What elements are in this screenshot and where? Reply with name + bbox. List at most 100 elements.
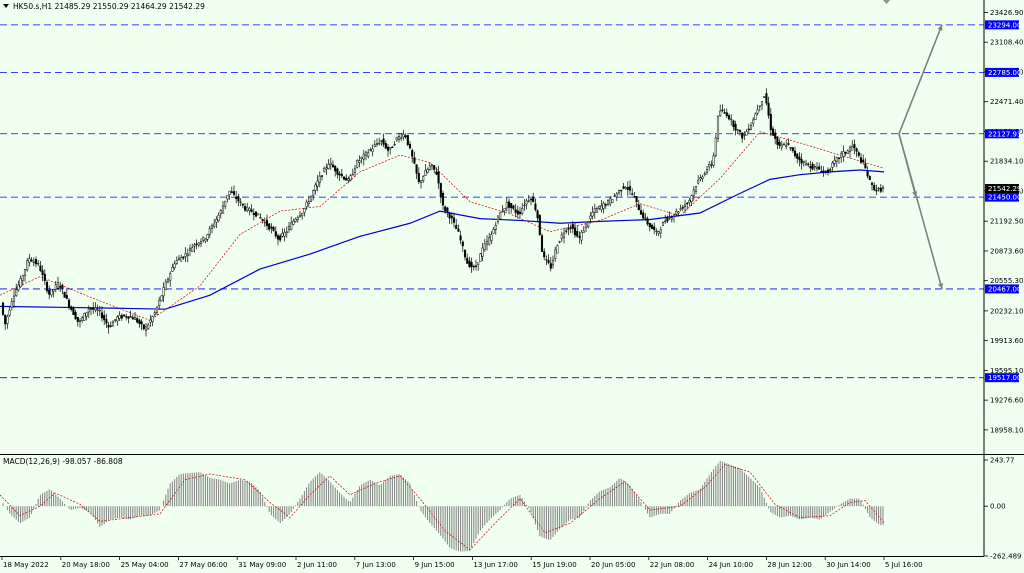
candle-body [793, 150, 797, 157]
candle-body [813, 166, 816, 168]
candle-body [842, 151, 845, 157]
candle-body [657, 231, 660, 234]
candle-body [215, 219, 218, 223]
candle-body [697, 180, 700, 184]
candle-body [868, 176, 871, 180]
projection-arrows [898, 24, 944, 290]
candle-body [798, 156, 801, 161]
candle-body [197, 242, 200, 246]
candle-body [232, 191, 236, 195]
candle-body [747, 128, 750, 131]
candle-body [870, 182, 874, 185]
candle-body [644, 217, 647, 219]
candle-body [6, 316, 9, 324]
candle-body [681, 206, 684, 209]
macd-signal-line [0, 464, 885, 551]
candle-body [692, 189, 695, 196]
candle-body [741, 132, 744, 139]
candle-body [633, 196, 636, 198]
candle-body [481, 247, 484, 257]
candle-body [279, 235, 282, 241]
level-tag-bg [985, 373, 1019, 383]
candle-body [265, 220, 269, 226]
candle-body [690, 195, 693, 202]
candle-body [237, 196, 240, 202]
candle-body [30, 259, 33, 262]
candle-body [837, 157, 841, 159]
candle-body [708, 164, 711, 168]
candle-body [686, 202, 689, 205]
y-tick-label: 21192.50 [990, 218, 1023, 226]
candle-body [338, 173, 341, 176]
ma-long-line [0, 169, 885, 310]
candle-body [224, 200, 227, 207]
candle-body [334, 165, 337, 172]
candle-body [314, 184, 317, 191]
candle-body [661, 221, 665, 226]
candle-body [626, 187, 629, 190]
candle-body [631, 193, 634, 195]
level-tag-text: 23294.00 [988, 21, 1021, 29]
candle-body [329, 162, 332, 166]
candle-body [336, 168, 339, 175]
candle-body [160, 295, 163, 302]
candle-body [257, 213, 260, 216]
level-tag-text: 19517.00 [988, 374, 1021, 382]
candle-body [56, 282, 60, 289]
candle-body [824, 170, 827, 173]
candle-body [547, 260, 550, 263]
symbol-ohlc-label: HK50.s,H1 21485.29 21550.29 21464.29 215… [13, 2, 205, 11]
candle-body [235, 196, 238, 200]
candle-body [710, 164, 713, 166]
candle-body [796, 153, 799, 159]
chart-shift-icon[interactable] [883, 0, 890, 4]
candle-body [120, 315, 123, 319]
candle-body [864, 163, 867, 169]
y-tick-label: 23108.40 [990, 39, 1023, 47]
candle-body [89, 308, 93, 310]
candle-body [298, 215, 302, 217]
candle-body [169, 273, 172, 281]
candle-body [875, 189, 878, 192]
candle-body [578, 236, 581, 238]
candle-body [202, 236, 205, 241]
candle-body [620, 189, 623, 192]
level-tag-bg [985, 129, 1019, 139]
candle-body [415, 164, 418, 174]
candle-body [1, 302, 5, 315]
candle-body [182, 256, 185, 259]
candle-body [466, 257, 469, 264]
candle-body [430, 164, 434, 167]
candle-body [136, 318, 139, 323]
candle-body [450, 215, 453, 219]
x-tick-label: 18 May 2022 [3, 561, 49, 569]
candle-body [221, 205, 225, 214]
candle-body [782, 143, 786, 146]
candle-body [565, 230, 568, 232]
candle-body [785, 145, 788, 148]
candle-body [600, 205, 603, 210]
y-tick-label: 20873.60 [990, 247, 1023, 255]
candle-body [349, 175, 352, 181]
y-tick-label: 19276.60 [990, 397, 1023, 405]
candle-body [213, 223, 216, 228]
y-tick-label: 22471.40 [990, 98, 1023, 106]
candle-body [173, 263, 176, 269]
candle-body [521, 208, 524, 214]
x-tick-label: 27 May 06:00 [179, 561, 227, 569]
triangle-down-icon[interactable] [3, 4, 9, 8]
candle-body [52, 289, 55, 292]
candle-body [369, 149, 372, 151]
candle-body [496, 215, 500, 222]
candle-body [417, 173, 420, 182]
candle-body [177, 257, 181, 261]
x-tick-label: 28 Jun 12:00 [767, 561, 811, 569]
candle-body [855, 148, 858, 152]
candle-body [851, 145, 854, 151]
candle-body [639, 210, 643, 215]
candle-body [694, 186, 698, 192]
candle-body [760, 101, 764, 106]
x-tick-label: 31 May 09:00 [238, 561, 286, 569]
candle-body [129, 316, 132, 318]
